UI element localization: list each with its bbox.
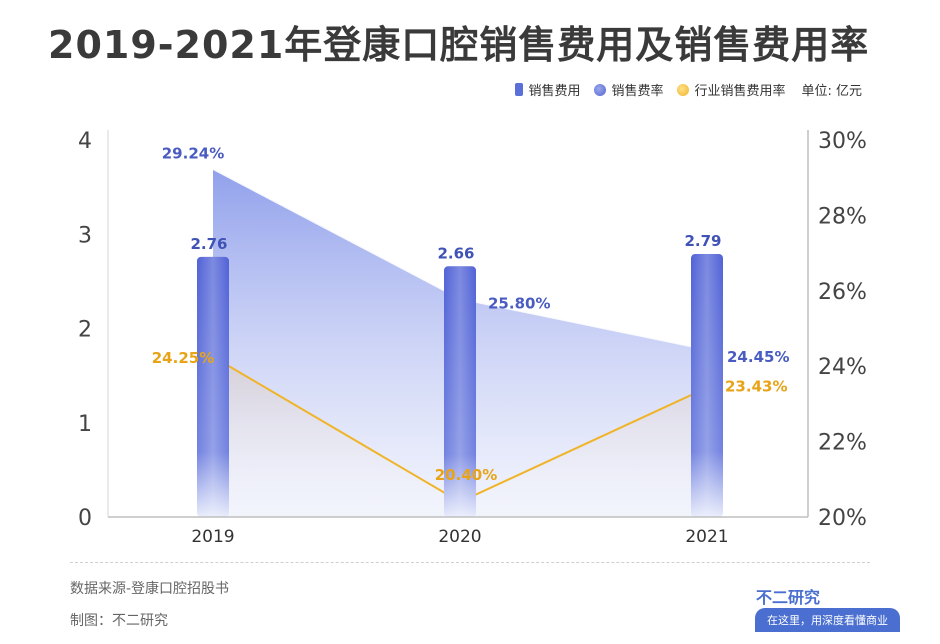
y-right-tick-label: 26% bbox=[818, 280, 867, 305]
y-left-tick-label: 1 bbox=[78, 412, 92, 437]
industry-rate-label: 24.25% bbox=[152, 349, 214, 367]
legend-item-expense-rate: 销售费率 bbox=[594, 80, 663, 99]
expense-rate-label: 29.24% bbox=[162, 145, 224, 163]
y-right-tick-label: 20% bbox=[818, 506, 867, 531]
data-source: 数据来源-登康口腔招股书 bbox=[70, 581, 230, 597]
y-right-tick-label: 22% bbox=[818, 431, 867, 456]
expense-rate-label: 25.80% bbox=[488, 294, 550, 312]
footer-divider bbox=[70, 562, 870, 563]
y-left-tick-label: 4 bbox=[78, 129, 92, 154]
y-right-tick-label: 24% bbox=[818, 355, 867, 380]
legend-dot-swatch bbox=[594, 83, 607, 96]
brand-slogan: 在这里，用深度看懂商业 bbox=[755, 608, 900, 632]
chart-title: 2019-2021年登康口腔销售费用及销售费用率 bbox=[48, 23, 870, 67]
y-left-tick-label: 3 bbox=[78, 223, 92, 248]
industry-rate-area bbox=[213, 356, 707, 517]
legend-label: 销售费用 bbox=[528, 84, 581, 99]
bar-value-label: 2.79 bbox=[684, 232, 721, 250]
legend-label: 行业销售费用率 bbox=[694, 84, 786, 99]
bar-highlight bbox=[691, 254, 723, 518]
legend-dot-swatch bbox=[677, 83, 690, 96]
x-tick-label: 2019 bbox=[191, 527, 234, 547]
legend: 销售费用 销售费率 行业销售费用率 单位: 亿元 bbox=[515, 80, 862, 99]
y-left-tick-label: 2 bbox=[78, 318, 92, 343]
legend-bar-swatch bbox=[515, 83, 524, 96]
bar-value-label: 2.66 bbox=[437, 244, 474, 262]
chart-maker: 制图：不二研究 bbox=[70, 613, 168, 629]
bar-highlight bbox=[444, 266, 476, 517]
legend-label: 销售费率 bbox=[611, 84, 664, 99]
x-tick-label: 2020 bbox=[438, 527, 481, 547]
expense-rate-label: 24.45% bbox=[727, 348, 789, 366]
y-left-tick-label: 0 bbox=[78, 506, 92, 531]
legend-item-sales-expense: 销售费用 bbox=[515, 80, 580, 99]
y-right-tick-label: 30% bbox=[818, 129, 867, 154]
y-right-tick-label: 28% bbox=[818, 204, 867, 229]
bar-highlight bbox=[197, 256, 229, 517]
legend-item-industry-rate: 行业销售费用率 bbox=[677, 80, 785, 99]
industry-rate-label: 23.43% bbox=[725, 378, 787, 396]
bar-value-label: 2.76 bbox=[190, 235, 227, 253]
brand-logo-text: 不二研究 bbox=[755, 588, 820, 607]
industry-rate-label: 20.40% bbox=[435, 466, 497, 484]
x-tick-label: 2021 bbox=[685, 527, 728, 547]
unit-label: 单位: 亿元 bbox=[801, 84, 862, 99]
